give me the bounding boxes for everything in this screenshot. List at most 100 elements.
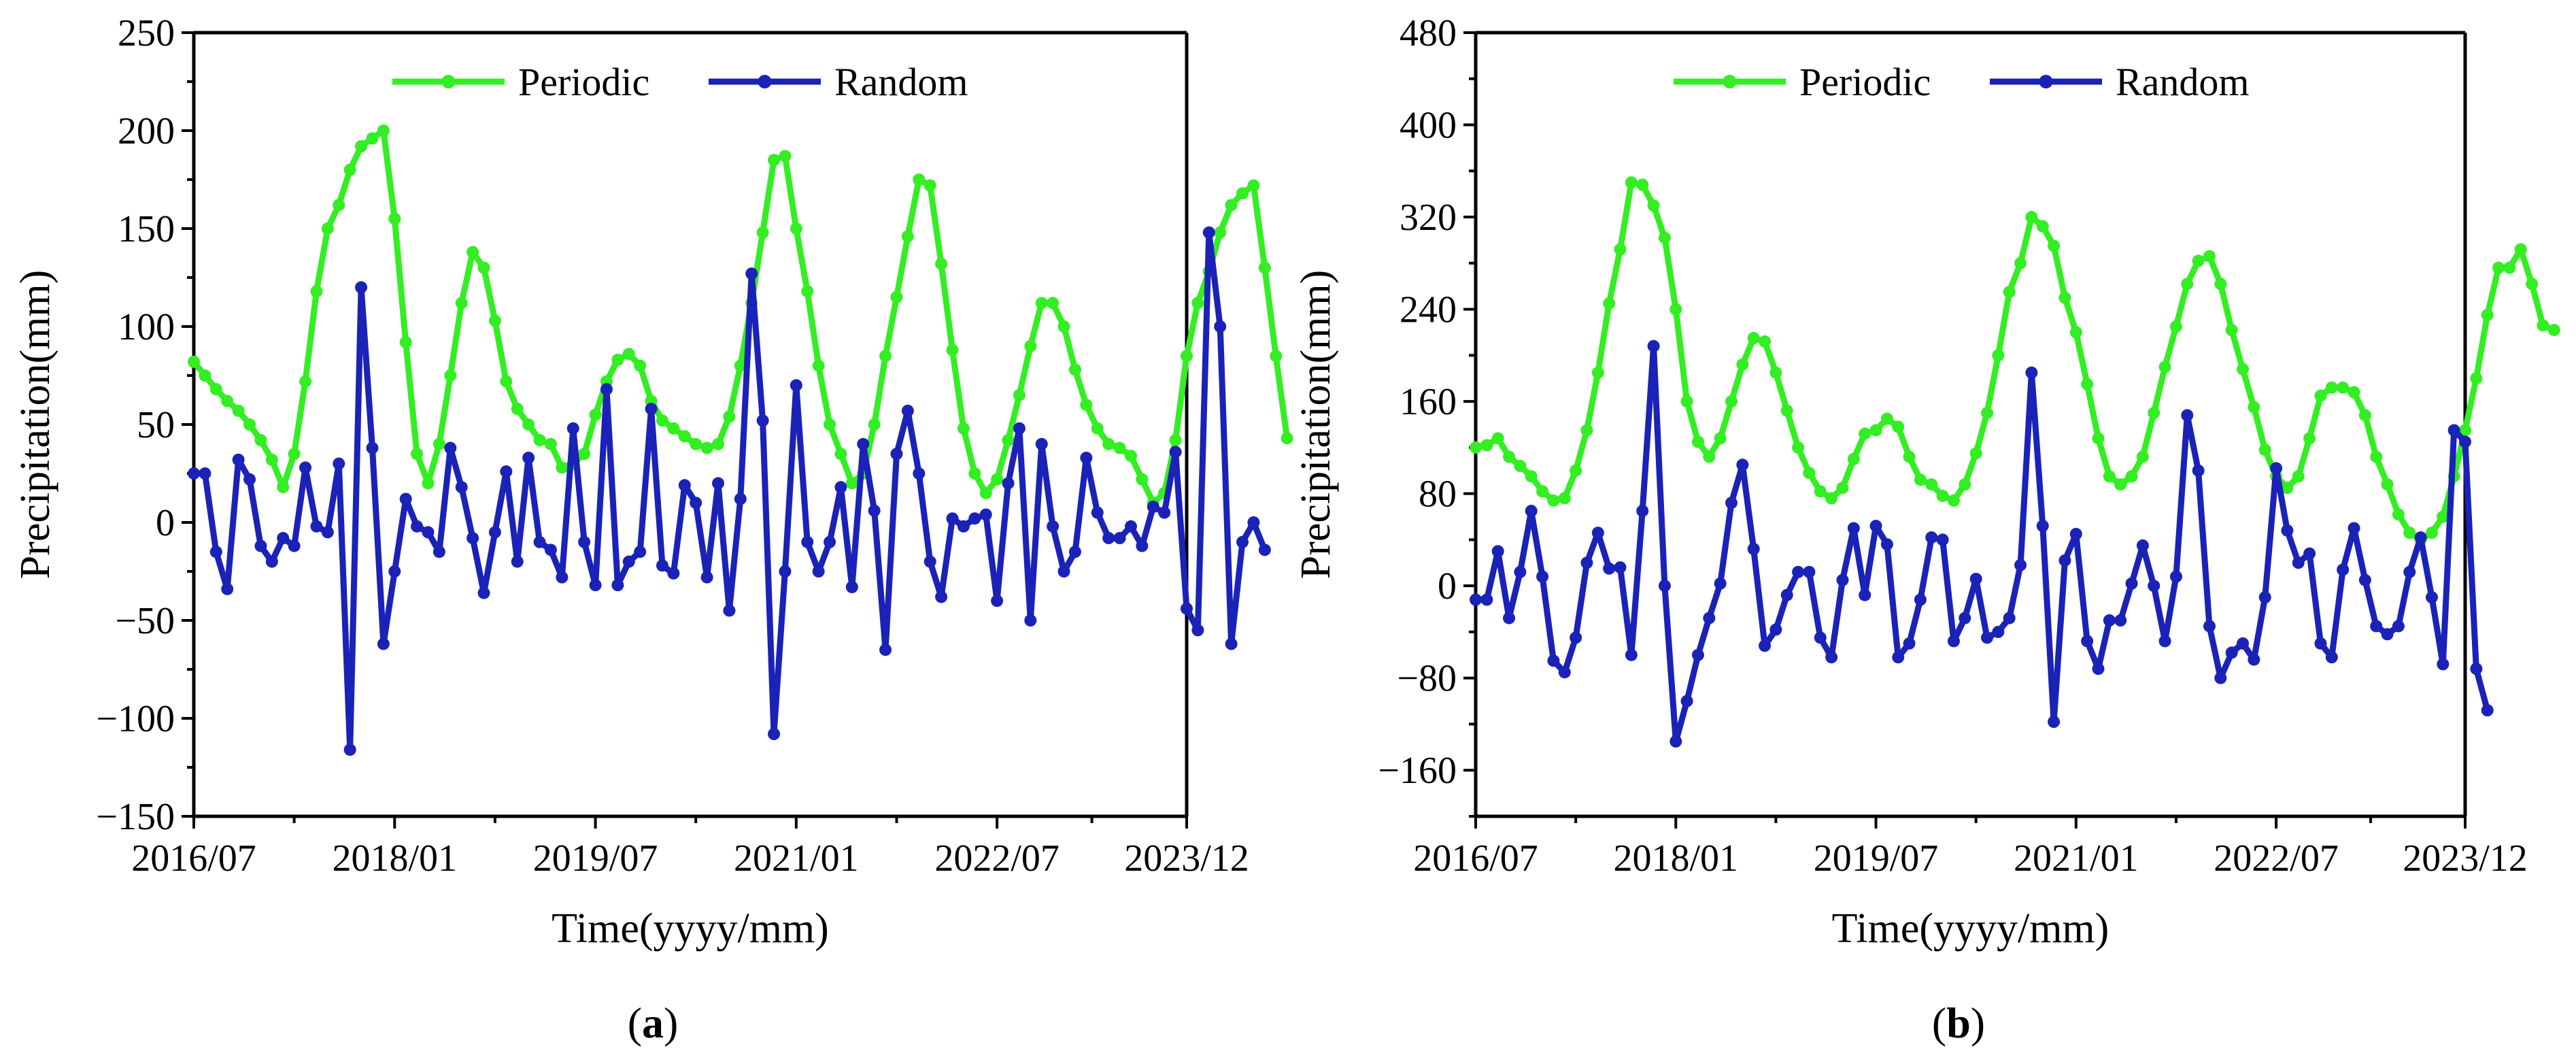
data-point-periodic (411, 448, 424, 461)
data-point-random (1903, 637, 1916, 650)
data-point-random (1836, 573, 1849, 586)
x-tick-label: 2021/01 (2014, 837, 2139, 880)
legend-random-marker (2039, 75, 2053, 88)
data-point-random (1847, 522, 1860, 535)
data-point-periodic (355, 140, 368, 153)
data-point-random (913, 467, 926, 480)
data-point-periodic (2381, 478, 2394, 491)
data-point-random (578, 535, 591, 548)
data-point-periodic (1903, 450, 1916, 463)
data-point-periodic (2192, 254, 2205, 267)
data-point-random (1625, 648, 1638, 661)
data-point-periodic (2392, 508, 2405, 521)
data-point-periodic (2459, 424, 2471, 437)
data-point-periodic (1680, 395, 1693, 408)
data-point-random (768, 728, 781, 741)
data-point-periodic (2058, 291, 2071, 304)
data-point-random (1491, 545, 1504, 558)
data-point-random (734, 493, 747, 505)
data-point-random (1792, 565, 1805, 578)
data-point-random (444, 441, 457, 454)
data-point-random (1013, 422, 1026, 435)
data-point-random (2358, 573, 2371, 586)
series-b (1470, 176, 2560, 748)
panel-label-open-a: ( (628, 999, 642, 1047)
data-point-random (355, 281, 368, 294)
data-point-periodic (868, 418, 881, 431)
data-point-random (399, 493, 412, 505)
data-point-periodic (2036, 220, 2049, 233)
data-point-periodic (1214, 226, 1227, 239)
data-point-periodic (1859, 427, 1871, 440)
data-point-periodic (388, 212, 401, 225)
data-point-periodic (232, 404, 245, 417)
data-point-periodic (801, 285, 814, 298)
data-point-periodic (2526, 278, 2539, 290)
x-tick-label: 2021/01 (734, 837, 859, 880)
data-point-periodic (209, 383, 222, 396)
data-point-random (1158, 506, 1171, 519)
data-point-periodic (2125, 470, 2138, 483)
data-point-periodic (2314, 389, 2327, 402)
data-point-random (1536, 570, 1549, 583)
y-tick-label: 50 (137, 404, 175, 446)
data-point-random (1068, 546, 1081, 558)
data-point-periodic (2114, 478, 2127, 491)
data-point-periodic (2514, 243, 2527, 256)
data-point-periodic (1947, 494, 1960, 507)
data-point-periodic (1102, 437, 1115, 450)
data-point-periodic (824, 418, 836, 431)
y-tick-label: 480 (1400, 12, 1457, 54)
data-point-periodic (2303, 432, 2316, 445)
data-point-periodic (723, 410, 736, 423)
data-point-random (1124, 520, 1137, 533)
data-point-random (712, 477, 725, 490)
data-point-random (2447, 424, 2460, 437)
data-point-random (310, 520, 323, 533)
data-point-periodic (199, 369, 211, 382)
data-point-periodic (2081, 378, 2094, 390)
data-point-random (544, 544, 557, 556)
data-point-random (1181, 602, 1193, 615)
data-point-random (2325, 651, 2338, 664)
data-point-periodic (611, 353, 624, 366)
data-point-random (2258, 591, 2271, 604)
data-point-periodic (522, 418, 535, 431)
data-point-random (411, 520, 424, 533)
data-point-random (265, 555, 278, 568)
data-point-periodic (2181, 278, 2194, 290)
data-point-random (2025, 366, 2038, 379)
x-tick-label: 2018/01 (1613, 837, 1738, 880)
data-point-random (209, 546, 222, 558)
y-tick-label: 320 (1400, 197, 1457, 239)
data-point-random (1202, 226, 1215, 239)
data-point-random (2425, 591, 2438, 604)
data-point-periodic (2337, 381, 2350, 394)
data-point-periodic (712, 437, 725, 450)
data-point-random (1636, 505, 1649, 518)
data-point-periodic (277, 481, 290, 494)
data-point-periodic (1536, 485, 1549, 498)
y-tick-label: 0 (156, 502, 175, 544)
data-point-random (845, 581, 858, 594)
panel-label-close-a: ) (664, 999, 678, 1047)
data-point-random (935, 590, 948, 603)
data-point-random (2103, 614, 2116, 627)
data-point-periodic (678, 430, 691, 443)
data-point-random (1247, 516, 1260, 529)
data-point-random (1780, 588, 1793, 601)
legend-periodic-label: Periodic (1799, 60, 1931, 104)
data-point-random (1057, 565, 1070, 578)
data-point-random (243, 473, 256, 486)
data-point-periodic (1181, 350, 1193, 363)
series-periodic (1470, 176, 2560, 546)
data-point-random (2337, 563, 2350, 576)
data-point-periodic (2403, 527, 2416, 539)
y-tick-label: −80 (1397, 658, 1457, 700)
data-point-random (2048, 716, 2061, 729)
data-point-periodic (2547, 324, 2560, 337)
panel-label-letter-b: b (1946, 999, 1971, 1047)
data-point-random (1169, 446, 1182, 458)
data-point-periodic (1959, 478, 1971, 491)
data-point-periodic (1570, 464, 1582, 477)
